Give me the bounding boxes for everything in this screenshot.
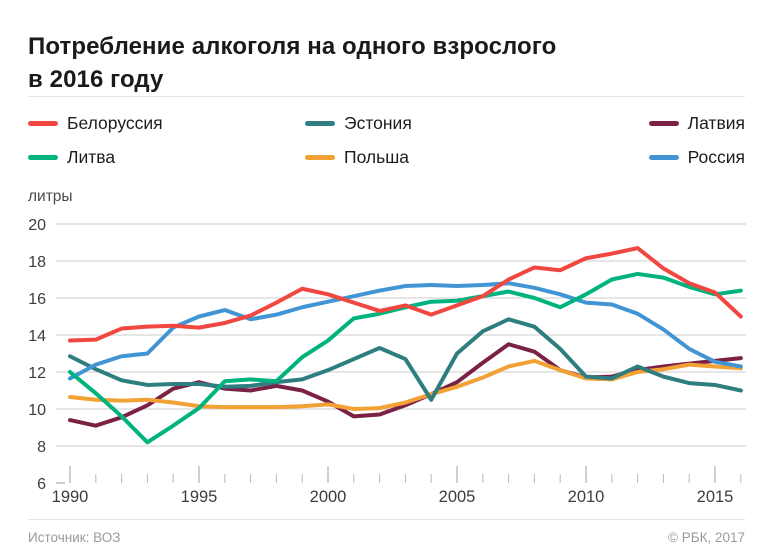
x-tick-label-2005: 2005	[439, 488, 476, 506]
footer-divider	[28, 519, 745, 520]
series-line-belarus	[68, 246, 743, 343]
y-tick-label-14: 14	[28, 328, 46, 345]
y-tick-label-18: 18	[28, 254, 46, 271]
y-tick-label-8: 8	[37, 439, 46, 456]
page-title: Потребление алкоголя на одного взрослого…	[28, 30, 728, 96]
series-line-estonia	[68, 317, 743, 402]
page-title-line1: Потребление алкоголя на одного взрослого	[28, 33, 557, 61]
legend-label-belarus: Белоруссия	[67, 113, 163, 133]
x-tick-label-2015: 2015	[697, 488, 734, 506]
y-axis-unit-label: литры	[28, 188, 73, 205]
legend-swatch-lithuania	[28, 155, 58, 160]
legend-swatch-belarus	[28, 121, 58, 126]
legend-item-poland: Польша	[305, 147, 635, 168]
legend-label-russia: Россия	[687, 147, 745, 167]
legend-swatch-estonia	[305, 121, 335, 126]
legend-item-russia: Россия	[648, 147, 745, 168]
x-tick-label-2010: 2010	[568, 488, 605, 506]
title-divider	[28, 96, 745, 97]
line-chart: 20 18 16 14 12 10 8 6 1990 1995 2000 2005 2010 2015	[28, 217, 746, 506]
legend-label-poland: Польша	[344, 147, 410, 167]
y-tick-label-12: 12	[28, 365, 46, 382]
x-tick-label-1995: 1995	[181, 488, 218, 506]
y-tick-label-10: 10	[28, 402, 46, 419]
legend-label-estonia: Эстония	[344, 113, 412, 133]
legend-label-latvia: Латвия	[687, 113, 745, 133]
series-line-russia	[68, 281, 743, 381]
y-tick-label-16: 16	[28, 291, 46, 308]
legend-item-belarus: Белоруссия	[28, 113, 305, 134]
chart-legend: Белоруссия Эстония Латвия Литва Польша Р…	[28, 113, 745, 168]
footer-copyright: © РБК, 2017	[668, 530, 745, 545]
legend-item-lithuania: Литва	[28, 147, 305, 168]
legend-item-estonia: Эстония	[305, 113, 635, 134]
page-title-line2: в 2016 году	[28, 66, 164, 94]
legend-swatch-russia	[648, 155, 679, 160]
legend-swatch-latvia	[648, 121, 679, 126]
y-tick-label-20: 20	[28, 217, 46, 234]
legend-swatch-poland	[305, 155, 335, 160]
x-tick-label-1990: 1990	[52, 488, 89, 506]
y-tick-label-6: 6	[37, 476, 46, 493]
footer-source: Источник: ВОЗ	[28, 530, 121, 545]
legend-item-latvia: Латвия	[648, 113, 745, 134]
x-tick-label-2000: 2000	[310, 488, 347, 506]
legend-label-lithuania: Литва	[67, 147, 116, 167]
series-line-poland	[68, 358, 743, 411]
